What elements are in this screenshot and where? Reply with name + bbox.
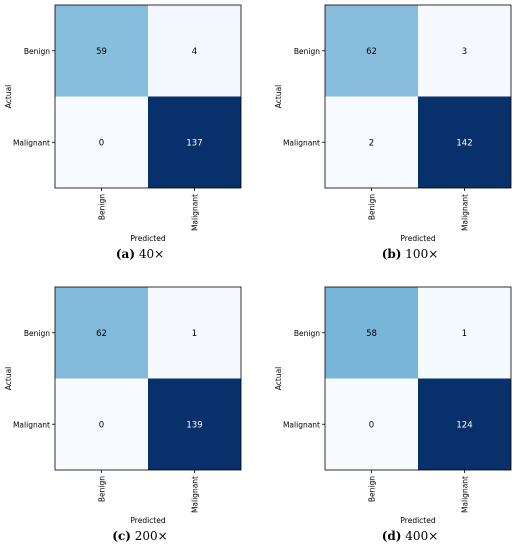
- y-axis-label: Actual: [4, 367, 13, 391]
- y-axis-label: Actual: [4, 85, 13, 109]
- x-tick-label-1: Malignant: [191, 476, 200, 513]
- cell-value-r0-c0: 59: [96, 47, 107, 57]
- cell-value-r0-c0: 62: [366, 47, 377, 57]
- cell-r0-c1: [418, 287, 511, 379]
- y-tick-label-0: Benign: [24, 47, 50, 56]
- y-tick-label-1: Malignant: [13, 138, 50, 147]
- cell-r1-c0: [325, 96, 418, 188]
- y-tick-label-1: Malignant: [283, 420, 320, 429]
- x-tick-label-0: Benign: [368, 194, 377, 220]
- y-tick-label-1: Malignant: [13, 420, 50, 429]
- cell-r1-c0: [325, 378, 418, 470]
- caption-magnification: 40×: [135, 247, 164, 261]
- x-tick-label-1: Malignant: [461, 476, 470, 513]
- cell-r0-c1: [418, 5, 511, 97]
- cell-r0-c0: [55, 5, 148, 97]
- confusion-matrix-panel-2: 62 3 2 142 Benign Malignant Benign Malignant Pre…: [274, 4, 512, 261]
- cell-r1-c1: [418, 96, 511, 188]
- caption-letter: (a): [116, 247, 135, 261]
- cell-value-r1-c0: 0: [99, 420, 104, 430]
- cell-value-r1-c0: 0: [99, 138, 104, 148]
- cell-r0-c0: [325, 287, 418, 379]
- y-tick-label-0: Benign: [24, 329, 50, 338]
- x-axis-label: Predicted: [400, 516, 435, 525]
- caption-magnification: 100×: [401, 247, 438, 261]
- x-axis-label: Predicted: [130, 234, 165, 243]
- panel-caption: (a) 40×: [116, 247, 164, 261]
- confusion-matrix-panel-4: 58 1 0 124 Benign Malignant Benign Malignant Pre…: [274, 286, 512, 543]
- caption-letter: (d): [382, 529, 402, 543]
- cell-r0-c1: [148, 287, 241, 379]
- x-tick-label-0: Benign: [368, 476, 377, 502]
- cell-value-r1-c0: 2: [369, 138, 374, 148]
- panel-caption: (c) 200×: [112, 529, 167, 543]
- cell-value-r1-c1: 124: [456, 420, 472, 430]
- cell-r1-c1: [148, 378, 241, 470]
- confusion-matrix-panel-3: 62 1 0 139 Benign Malignant Benign Malignant Pre…: [4, 286, 242, 543]
- caption-letter: (c): [112, 529, 131, 543]
- y-axis-label: Actual: [274, 85, 283, 109]
- x-axis-label: Predicted: [130, 516, 165, 525]
- x-axis-label: Predicted: [400, 234, 435, 243]
- confusion-matrix-panel-1: 59 4 0 137 Benign Malignant Benign Malignant Pre…: [4, 4, 242, 261]
- y-tick-label-0: Benign: [294, 47, 320, 56]
- cell-r1-c1: [418, 378, 511, 470]
- y-tick-label-1: Malignant: [283, 138, 320, 147]
- cell-value-r1-c1: 139: [186, 420, 202, 430]
- axes-frame: [324, 286, 512, 471]
- cell-value-r1-c0: 0: [369, 420, 374, 430]
- cell-r0-c0: [325, 5, 418, 97]
- x-tick-label-1: Malignant: [461, 194, 470, 231]
- panel-caption: (b) 100×: [382, 247, 439, 261]
- cell-r1-c0: [55, 96, 148, 188]
- x-tick-label-0: Benign: [98, 194, 107, 220]
- y-axis-label: Actual: [274, 367, 283, 391]
- cell-value-r0-c0: 62: [96, 329, 107, 339]
- caption-magnification: 200×: [131, 529, 168, 543]
- cell-r1-c1: [148, 96, 241, 188]
- y-tick-label-0: Benign: [294, 329, 320, 338]
- cell-value-r0-c1: 3: [462, 47, 467, 57]
- x-tick-label-0: Benign: [98, 476, 107, 502]
- cell-r0-c0: [55, 287, 148, 379]
- axes-frame: [54, 4, 242, 189]
- axes-frame: [324, 4, 512, 189]
- cell-value-r1-c1: 137: [186, 138, 202, 148]
- cell-value-r0-c0: 58: [366, 329, 377, 339]
- panel-caption: (d) 400×: [382, 529, 439, 543]
- x-tick-label-1: Malignant: [191, 194, 200, 231]
- cell-r0-c1: [148, 5, 241, 97]
- cell-value-r0-c1: 1: [192, 329, 197, 339]
- caption-magnification: 400×: [401, 529, 438, 543]
- cell-value-r0-c1: 1: [462, 329, 467, 339]
- cell-value-r1-c1: 142: [456, 138, 472, 148]
- cell-r1-c0: [55, 378, 148, 470]
- axes-frame: [54, 286, 242, 471]
- cell-value-r0-c1: 4: [192, 47, 197, 57]
- caption-letter: (b): [382, 247, 402, 261]
